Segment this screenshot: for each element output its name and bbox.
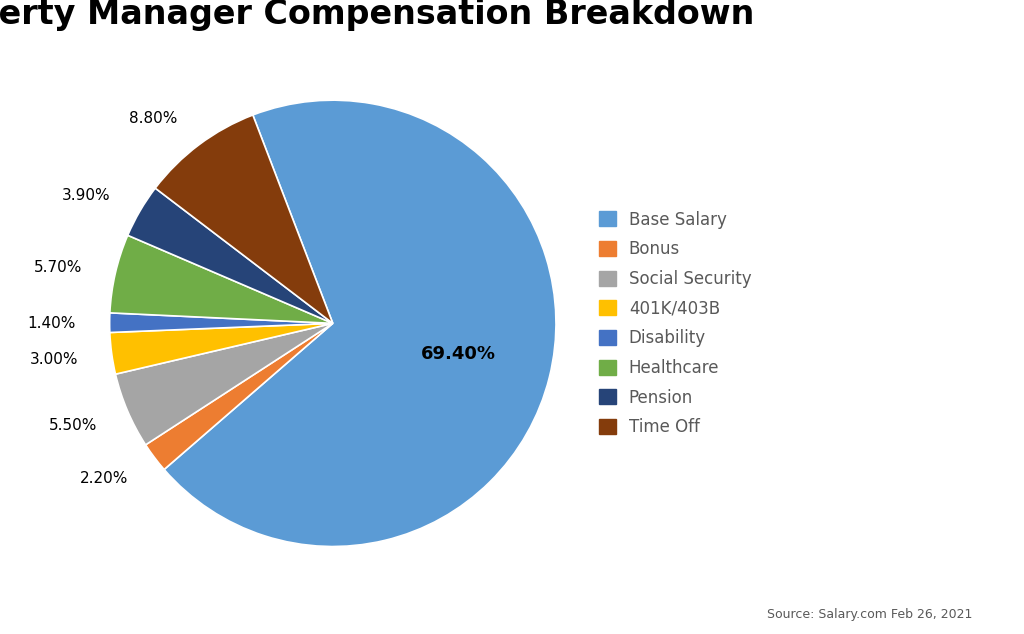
Text: 69.40%: 69.40% bbox=[421, 346, 496, 363]
Legend: Base Salary, Bonus, Social Security, 401K/403B, Disability, Healthcare, Pension,: Base Salary, Bonus, Social Security, 401… bbox=[592, 204, 758, 443]
Wedge shape bbox=[156, 115, 333, 323]
Wedge shape bbox=[164, 100, 556, 547]
Wedge shape bbox=[145, 323, 333, 470]
Wedge shape bbox=[110, 235, 333, 323]
Wedge shape bbox=[110, 313, 333, 332]
Text: Source: Salary.com Feb 26, 2021: Source: Salary.com Feb 26, 2021 bbox=[767, 608, 973, 621]
Text: 2.20%: 2.20% bbox=[80, 471, 128, 486]
Wedge shape bbox=[110, 323, 333, 374]
Text: 5.50%: 5.50% bbox=[49, 418, 97, 432]
Wedge shape bbox=[116, 323, 333, 445]
Text: 8.80%: 8.80% bbox=[129, 112, 177, 126]
Title: Property Manager Compensation Breakdown: Property Manager Compensation Breakdown bbox=[0, 0, 755, 30]
Text: 1.40%: 1.40% bbox=[28, 316, 76, 332]
Text: 5.70%: 5.70% bbox=[34, 259, 82, 275]
Wedge shape bbox=[128, 188, 333, 323]
Text: 3.00%: 3.00% bbox=[30, 352, 79, 366]
Text: 3.90%: 3.90% bbox=[61, 188, 111, 203]
